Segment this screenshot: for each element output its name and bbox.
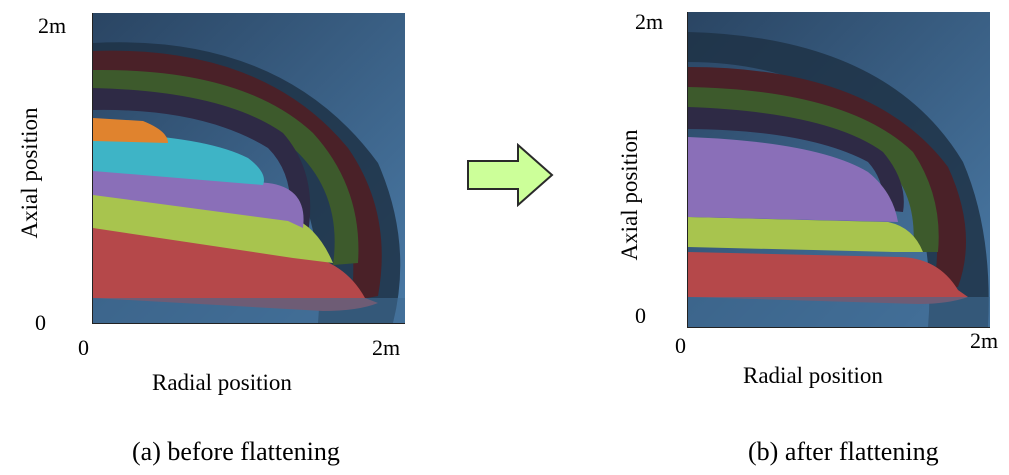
x-tick-left: 0 [78,335,89,360]
y-axis-label: Axial position [617,129,642,261]
dark-green-band [688,87,939,252]
dark-green-band [93,69,359,265]
x-axis-label: Radial position [743,363,883,388]
caption-before: (a) before flattening [132,437,340,466]
y-tick-top: 2m [635,9,664,34]
simulation-image [688,12,990,327]
cyan-region [93,133,264,185]
dark-purple-band [688,107,904,212]
outer-dark-band [688,32,989,327]
x-tick-right: 2m [372,335,401,360]
y-axis-label: Axial position [17,107,42,239]
green-band [688,217,923,252]
caption-after: (b) after flattening [748,437,939,466]
y-tick-bottom: 0 [35,310,46,335]
purple-band [688,137,898,222]
dark-purple-band [93,88,311,233]
simulation-image [93,13,405,323]
plot-area [92,13,405,324]
plot-area [687,12,990,328]
panel-before: 2m 0 Axial position 0 2m Radial position [0,0,430,475]
x-axis-label: Radial position [152,370,292,395]
y-tick-bottom: 0 [635,303,646,328]
panel-after: 2m 0 Axial position 0 2m Radial position… [590,0,1009,475]
orange-region [93,118,168,143]
x-tick-right: 2m [970,328,999,353]
green-band [93,191,333,263]
dark-red-band [93,50,382,301]
y-tick-top: 2m [38,13,67,38]
x-tick-left: 0 [675,333,686,358]
dark-red-band [688,67,966,290]
right-arrow-icon [467,143,554,207]
red-band [93,223,378,311]
red-band [688,252,968,304]
